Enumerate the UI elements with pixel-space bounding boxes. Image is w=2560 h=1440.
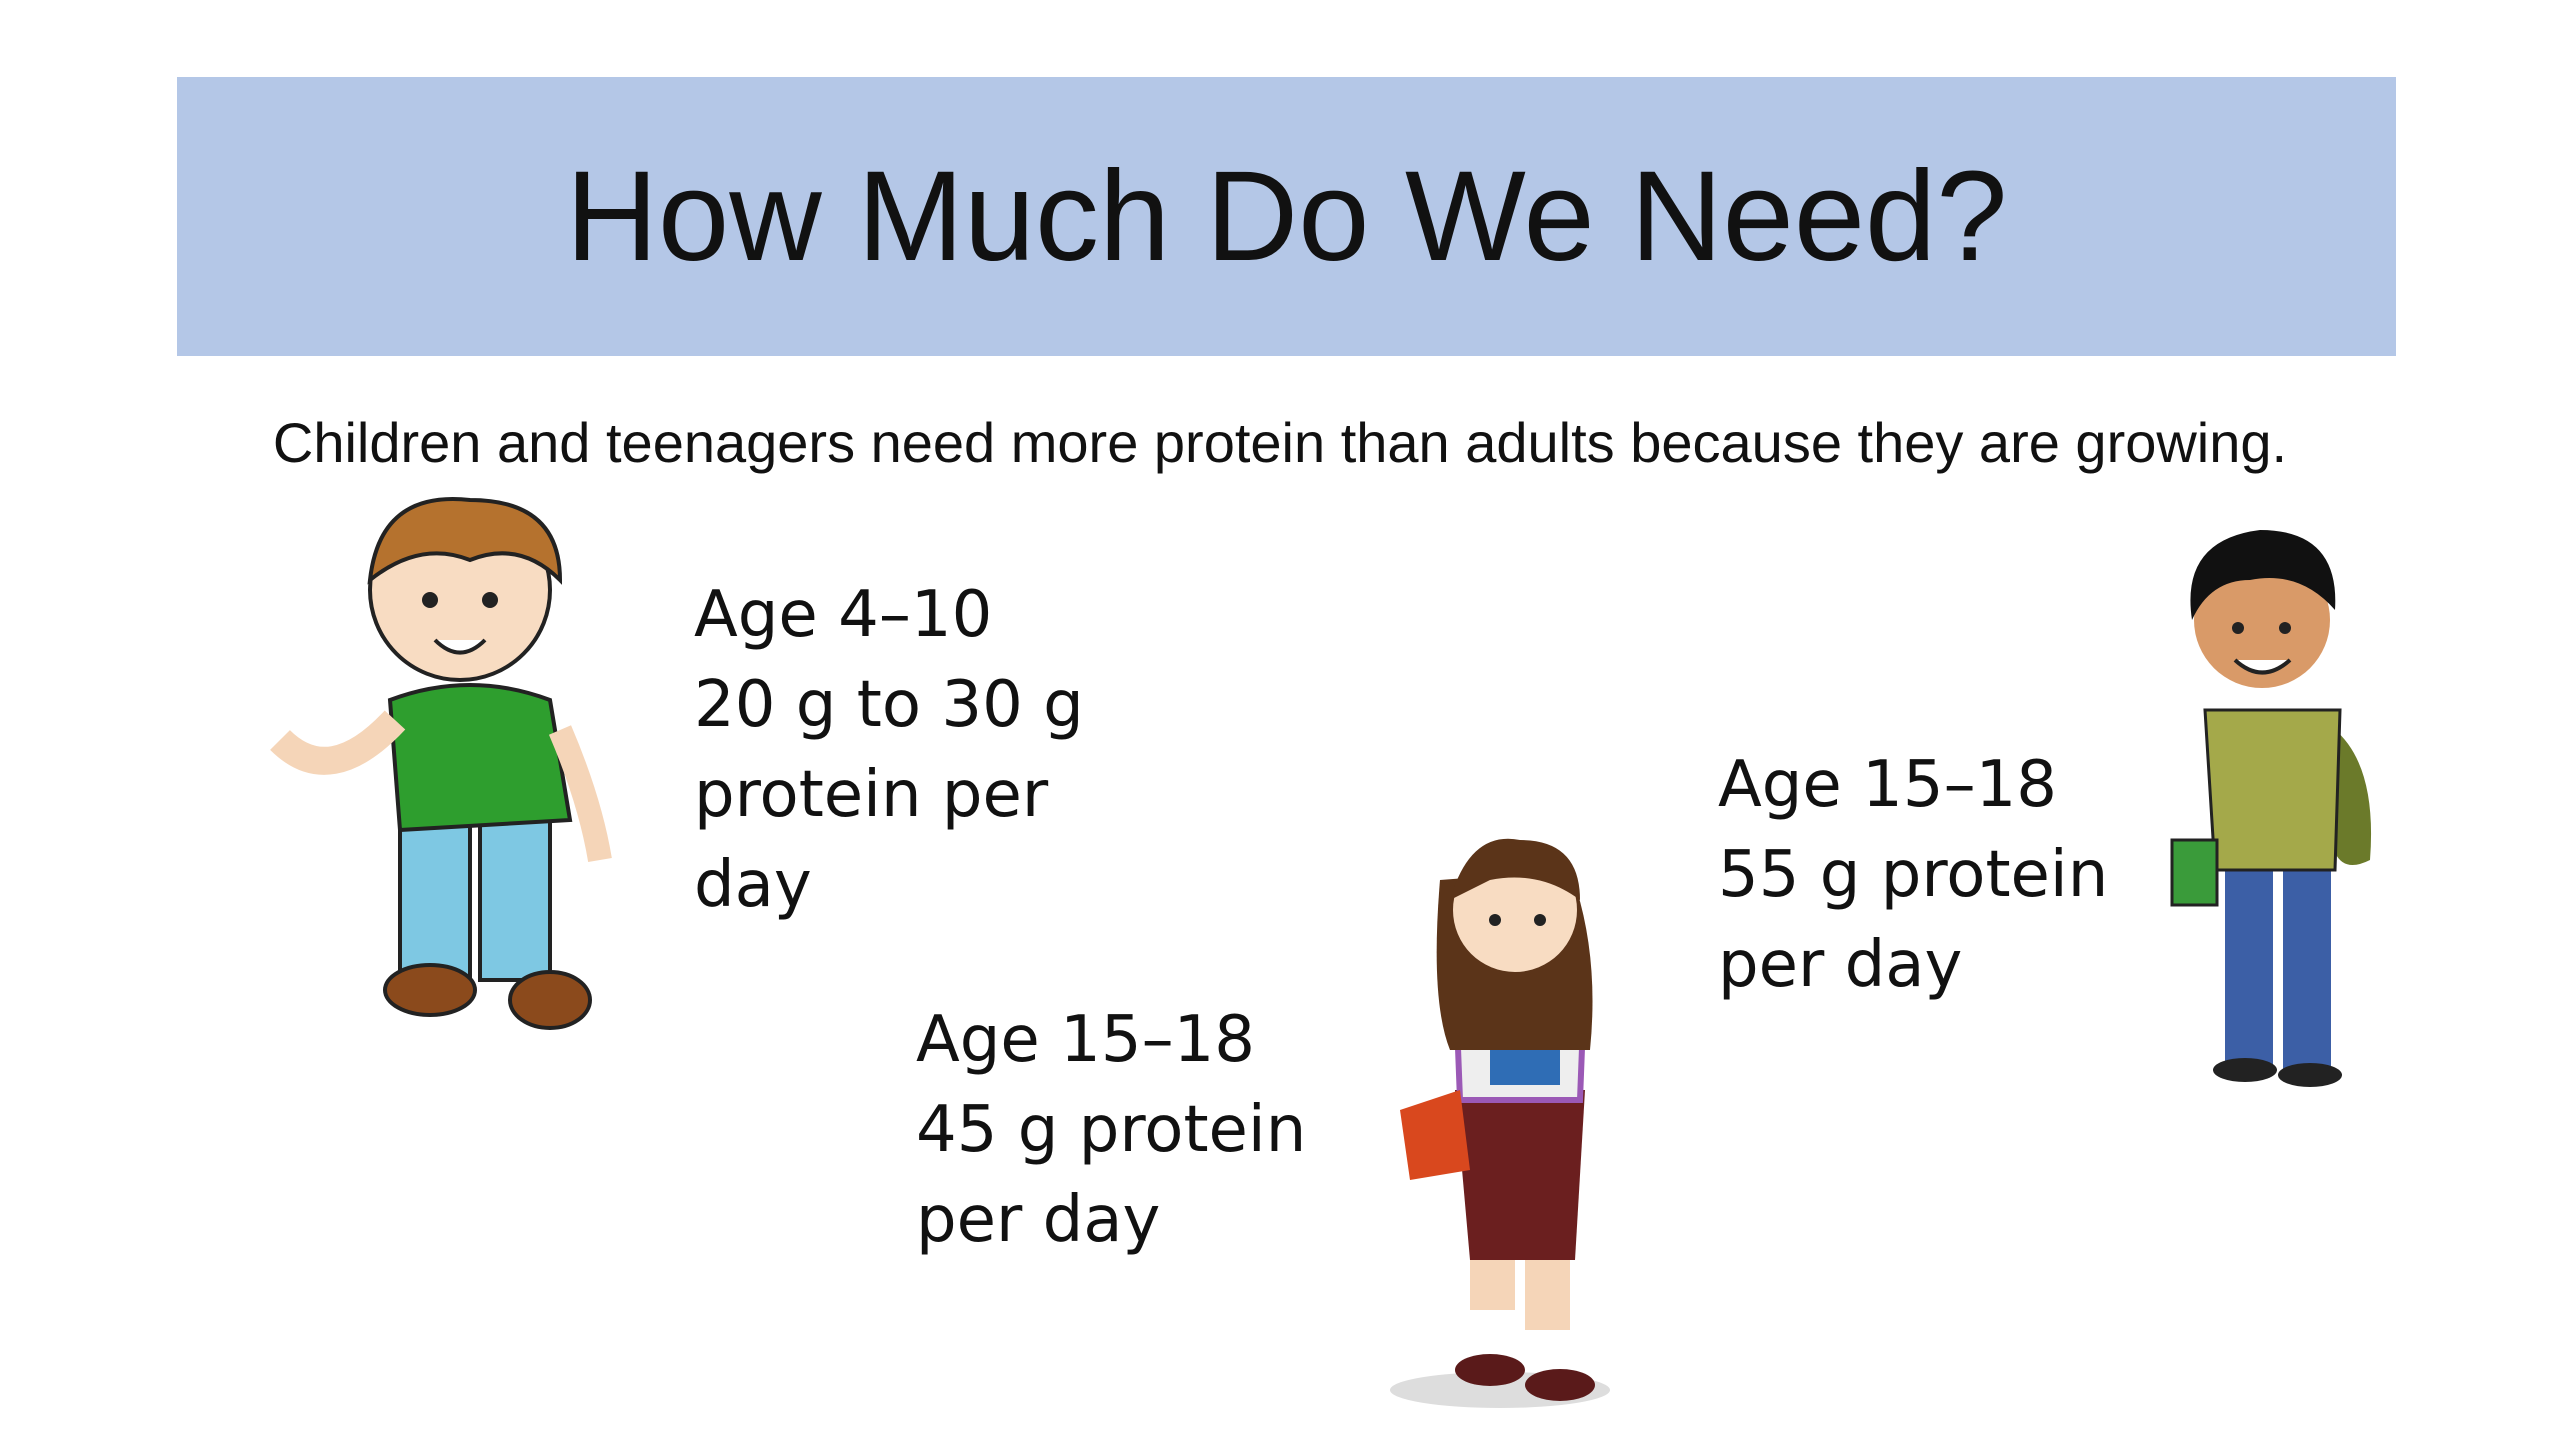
boy-figure bbox=[270, 497, 612, 1030]
info-line: day bbox=[694, 848, 812, 922]
girl-figure bbox=[1390, 838, 1610, 1408]
info-line: Age 15–18 bbox=[1718, 748, 2057, 822]
info-line: 55 g protein bbox=[1718, 838, 2109, 912]
info-line: 45 g protein bbox=[916, 1093, 1307, 1167]
info-line: Age 4–10 bbox=[694, 578, 993, 652]
info-line: protein per bbox=[694, 758, 1049, 832]
slide-title: How Much Do We Need? bbox=[565, 145, 2008, 288]
info-line: per day bbox=[1718, 928, 1963, 1002]
age-group-block: Age 15–18 55 g protein per day bbox=[1718, 740, 2108, 1010]
info-line: per day bbox=[916, 1183, 1161, 1257]
title-band bbox=[177, 77, 2396, 356]
age-group-block: Age 15–18 45 g protein per day bbox=[916, 995, 1306, 1265]
subtitle: Children and teenagers need more protein… bbox=[272, 411, 2288, 474]
info-line: Age 15–18 bbox=[916, 1003, 1255, 1077]
info-line: 20 g to 30 g bbox=[694, 668, 1084, 742]
age-group-block: Age 4–10 20 g to 30 g protein per day bbox=[694, 570, 1084, 930]
teen-figure bbox=[2170, 530, 2372, 1087]
